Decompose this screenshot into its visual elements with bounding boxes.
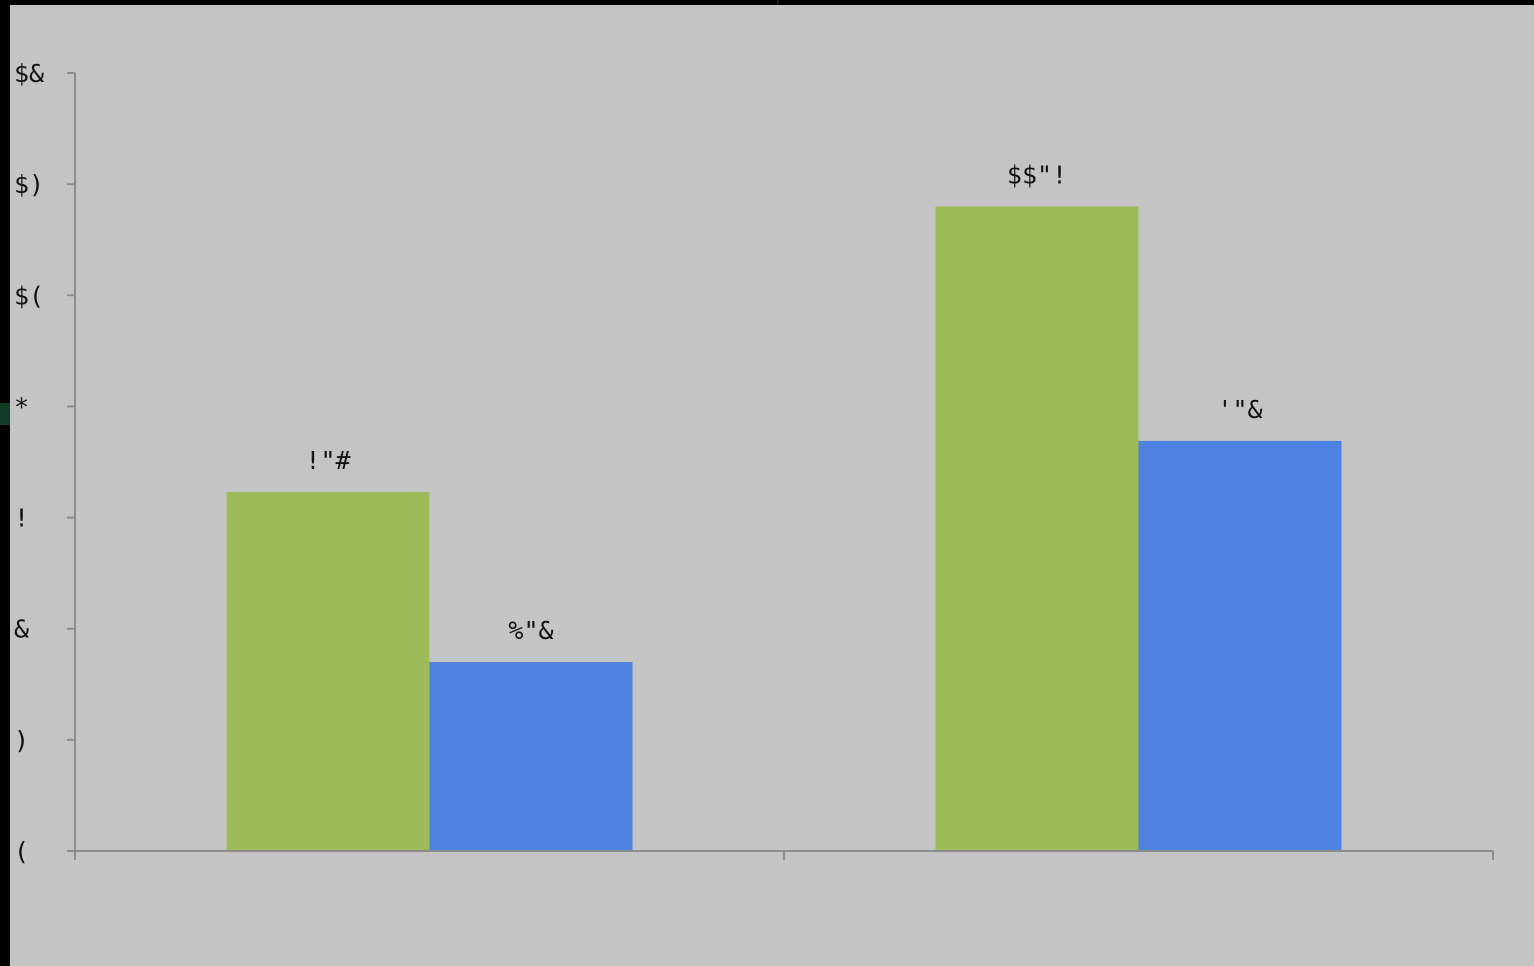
data-label-series2-cat2: '"&: [1217, 395, 1262, 424]
y-tick-label-4: *: [14, 392, 29, 421]
bar-series2-cat1: [429, 662, 633, 851]
y-tick-label-3: !: [14, 504, 29, 533]
data-label-series1-cat2: $$"!: [1007, 160, 1067, 189]
axes-group: [67, 72, 1494, 860]
labels-group: !"# $$"! %"& '"& () &! * $( $) $&: [14, 59, 1263, 866]
data-label-series1-cat1: !"#: [305, 446, 350, 475]
bars-group: [226, 206, 1342, 851]
y-tick-label-6: $): [14, 170, 44, 199]
y-tick-label-0: (: [14, 837, 29, 866]
y-tick-label-7: $&: [14, 59, 44, 88]
data-label-series2-cat1: %"&: [508, 616, 553, 645]
y-tick-label-5: $(: [14, 281, 44, 310]
bar-series1-cat2: [935, 206, 1139, 851]
bar-series1-cat1: [226, 492, 430, 851]
y-tick-label-2: &: [14, 615, 29, 644]
top-divider: [777, 0, 779, 5]
side-accent: [0, 403, 10, 425]
y-tick-label-1: ): [14, 726, 29, 755]
bar-series2-cat2: [1138, 440, 1342, 851]
